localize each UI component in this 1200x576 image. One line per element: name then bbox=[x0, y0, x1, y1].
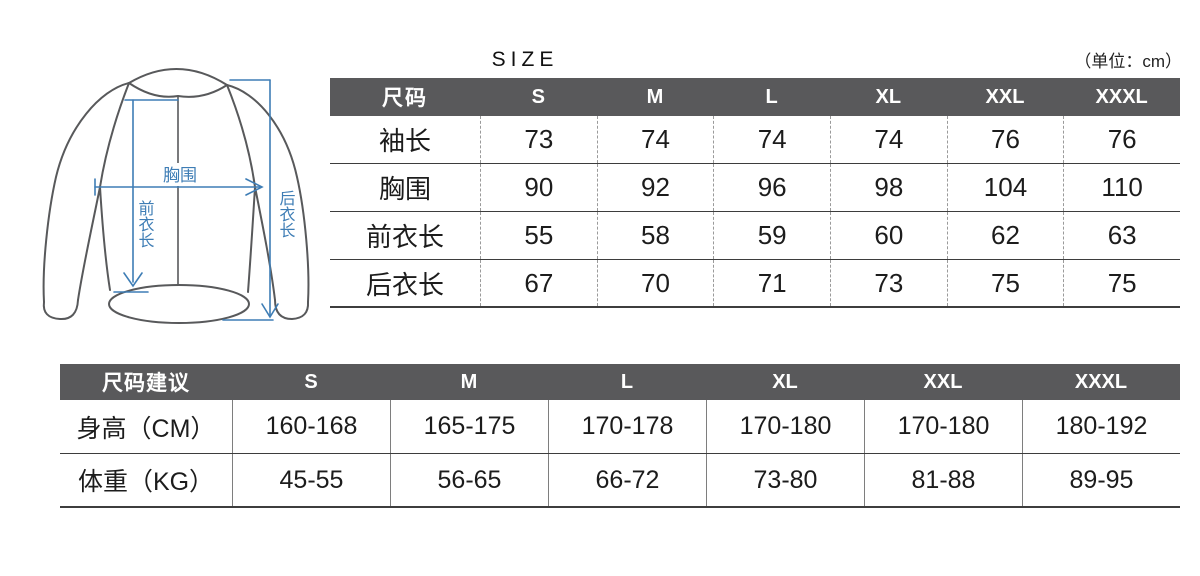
size-table-header-cell: XXL bbox=[985, 85, 1025, 108]
jacket-outline bbox=[42, 68, 310, 324]
size-table-header-cell: S bbox=[531, 85, 545, 108]
size-table-header-row: 尺码 S M L XL XXL XXXL bbox=[330, 78, 1180, 116]
cell-value: 96 bbox=[713, 164, 830, 211]
back-length-label: 后衣长 bbox=[277, 190, 296, 238]
cell-value: 170-180 bbox=[864, 400, 1022, 453]
cell-value: 70 bbox=[596, 260, 714, 306]
suggestion-table-header-cell: 尺码建议 bbox=[102, 372, 190, 395]
left-body-side bbox=[99, 186, 111, 291]
left-cuff bbox=[42, 299, 79, 321]
chest-arrowhead-icon bbox=[245, 178, 264, 196]
table-row: 身高（CM） 160-168 165-175 170-178 170-180 1… bbox=[60, 400, 1180, 454]
cell-value: 165-175 bbox=[390, 400, 548, 453]
collar-outer bbox=[128, 68, 228, 86]
hem bbox=[108, 284, 250, 324]
cell-value: 75 bbox=[946, 260, 1064, 306]
size-table-header-cell: 尺码 bbox=[382, 87, 428, 110]
left-arm-outer bbox=[42, 82, 130, 303]
cell-value: 170-180 bbox=[706, 400, 864, 453]
jacket-diagram: 胸围 前衣长 后衣长 bbox=[20, 52, 330, 342]
cell-value: 60 bbox=[829, 212, 947, 259]
left-arm-inner bbox=[77, 186, 101, 301]
table-row: 前衣长 55 58 59 60 62 63 bbox=[330, 212, 1180, 260]
right-arm-outer bbox=[226, 84, 310, 303]
cell-value: 92 bbox=[596, 164, 714, 211]
suggestion-table-header-cell: L bbox=[620, 370, 634, 393]
front-length-arrowhead-icon bbox=[123, 272, 143, 288]
size-title: SIZE bbox=[491, 48, 559, 71]
cell-value: 81-88 bbox=[864, 454, 1022, 506]
suggestion-table-header-row: 尺码建议 S M L XL XXL XXXL bbox=[60, 364, 1180, 400]
size-table: 尺码 S M L XL XXL XXXL 袖长 73 74 74 74 76 7… bbox=[330, 78, 1180, 308]
raglan-seam-right bbox=[226, 84, 256, 188]
cell-value: 55 bbox=[480, 212, 597, 259]
table-row: 胸围 90 92 96 98 104 110 bbox=[330, 164, 1180, 212]
cell-value: 110 bbox=[1063, 164, 1180, 211]
cell-value: 74 bbox=[713, 116, 830, 163]
right-body-side bbox=[247, 186, 256, 293]
size-table-header-cell: XXXL bbox=[1095, 85, 1148, 108]
chest-label-bg bbox=[157, 163, 203, 186]
row-label: 身高（CM） bbox=[76, 414, 216, 443]
suggestion-table-header-cell: XL bbox=[772, 370, 798, 393]
cell-value: 73-80 bbox=[706, 454, 864, 506]
suggestion-table-header-cell: S bbox=[304, 370, 318, 393]
cell-value: 63 bbox=[1063, 212, 1180, 259]
suggestion-table-header-cell: XXL bbox=[923, 370, 963, 393]
suggestion-table: 尺码建议 S M L XL XXL XXXL 身高（CM） 160-168 16… bbox=[60, 364, 1180, 508]
right-arm-inner bbox=[254, 186, 276, 301]
cell-value: 62 bbox=[946, 212, 1064, 259]
cell-value: 59 bbox=[713, 212, 830, 259]
cell-value: 67 bbox=[480, 260, 597, 306]
table-row: 体重（KG） 45-55 56-65 66-72 73-80 81-88 89-… bbox=[60, 454, 1180, 508]
cell-value: 73 bbox=[480, 116, 597, 163]
cell-value: 74 bbox=[829, 116, 947, 163]
raglan-seam-left bbox=[99, 82, 130, 188]
chest-label: 胸围 bbox=[163, 166, 197, 185]
row-label: 前衣长 bbox=[365, 222, 444, 252]
measurement-lines bbox=[94, 79, 279, 321]
unit-label: （单位：cm） bbox=[1074, 52, 1182, 71]
row-label: 胸围 bbox=[378, 174, 431, 204]
cell-value: 45-55 bbox=[232, 454, 390, 506]
size-table-header-cell: XL bbox=[875, 85, 902, 108]
size-table-header-cell: M bbox=[646, 85, 664, 108]
cell-value: 180-192 bbox=[1022, 400, 1180, 453]
cell-value: 74 bbox=[596, 116, 714, 163]
cell-value: 160-168 bbox=[232, 400, 390, 453]
row-label: 后衣长 bbox=[365, 269, 444, 300]
cell-value: 58 bbox=[596, 212, 714, 259]
cell-value: 89-95 bbox=[1022, 454, 1180, 506]
cell-value: 170-178 bbox=[548, 400, 706, 453]
table-row: 后衣长 67 70 71 73 75 75 bbox=[330, 260, 1180, 308]
cell-value: 73 bbox=[829, 260, 947, 306]
cell-value: 75 bbox=[1063, 260, 1180, 306]
suggestion-table-header-cell: XXXL bbox=[1074, 370, 1128, 393]
collar-inner bbox=[128, 82, 228, 98]
cell-value: 104 bbox=[946, 164, 1064, 211]
cell-value: 66-72 bbox=[548, 454, 706, 506]
cell-value: 56-65 bbox=[390, 454, 548, 506]
cell-value: 76 bbox=[946, 116, 1064, 163]
right-cuff bbox=[274, 299, 310, 320]
cell-value: 90 bbox=[480, 164, 597, 211]
row-label: 体重（KG） bbox=[77, 468, 215, 496]
size-table-header-cell: L bbox=[765, 85, 778, 108]
cell-value: 98 bbox=[829, 164, 947, 211]
cell-value: 71 bbox=[713, 260, 830, 306]
jacket-illustration: 胸围 前衣长 后衣长 bbox=[42, 68, 310, 324]
back-length-arrowhead-icon bbox=[261, 303, 279, 319]
cell-value: 76 bbox=[1063, 116, 1180, 163]
suggestion-table-header-cell: M bbox=[460, 370, 478, 393]
front-length-label: 前衣长 bbox=[136, 200, 155, 248]
table-row: 袖长 73 74 74 74 76 76 bbox=[330, 116, 1180, 164]
row-label: 袖长 bbox=[378, 126, 431, 156]
